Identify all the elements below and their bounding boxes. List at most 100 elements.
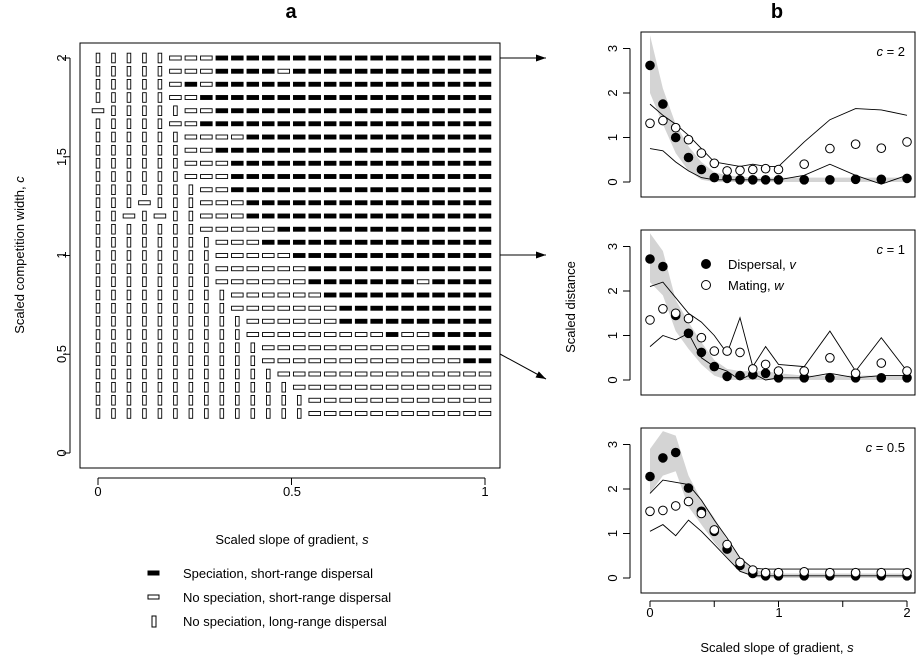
cell-no-speciation-short [339,345,352,351]
cell-speciation-short [478,305,492,311]
cell-long-range [173,250,178,261]
cell-speciation-short [463,81,476,87]
panel-a-y-tick-3: 1.5 [54,148,69,166]
cell-no-speciation-short [370,345,383,351]
cell-no-speciation-short [323,384,337,390]
cell-long-range [219,302,225,314]
cell-long-range [188,316,194,327]
cell-speciation-short [463,253,476,258]
cell-speciation-short [292,226,306,232]
mating-point [760,359,771,370]
cell-long-range [219,329,225,340]
cell-long-range [111,237,116,248]
cell-speciation-short [401,108,414,114]
cell-speciation-short [416,213,430,219]
cell-long-range [173,144,178,156]
cell-no-speciation-short [308,318,321,324]
cell-long-range [235,342,240,353]
subpanel-top-frame [640,31,916,198]
cell-speciation-short [323,108,337,114]
dispersal-point [683,152,694,163]
cell-speciation-short [370,200,383,206]
cell-speciation-short [323,239,337,245]
cell-no-speciation-short [447,384,461,390]
cell-long-range [188,329,194,340]
panel-b-x-axis-label: Scaled slope of gradient, s [700,640,854,655]
cell-speciation-short [354,68,368,74]
cell-speciation-short [292,121,306,127]
cell-long-range [126,355,132,367]
cell-long-range [142,79,147,90]
cell-speciation-short [184,81,198,87]
cell-speciation-short [432,187,445,193]
cell-no-speciation-short [200,226,213,232]
cell-no-speciation-short [292,318,306,324]
cell-speciation-short [447,160,461,166]
cell-speciation-short [339,68,352,74]
cell-no-speciation-short [385,358,399,364]
cell-long-range [235,381,240,393]
cell-speciation-short [277,226,291,232]
cell-long-range [95,237,101,248]
cell-long-range [173,316,178,327]
cell-no-speciation-short [416,345,430,351]
dispersal-point [760,368,771,379]
cell-no-speciation-short [323,397,337,403]
legend-label-dispersal: Dispersal, v [728,257,797,272]
cell-speciation-short [308,279,321,285]
mating-point [850,139,861,149]
cell-speciation-short [370,292,383,298]
mating-point [799,366,810,376]
cell-speciation-short [308,160,321,166]
cell-no-speciation-short [122,213,136,219]
cell-speciation-short [292,134,306,140]
cell-speciation-short [401,266,414,272]
cell-long-range [173,381,178,393]
cell-speciation-short [277,121,291,127]
cell-no-speciation-short [277,305,291,311]
cell-no-speciation-short [246,279,260,285]
cell-no-speciation-short [246,332,260,337]
cell-no-speciation-short [323,332,337,337]
cell-speciation-short [478,187,492,193]
cell-long-range [250,355,256,367]
cell-long-range [95,210,101,222]
cell-speciation-short [447,121,461,127]
mating-point [876,143,887,153]
subpanel-middle-frame [640,229,916,396]
cell-speciation-short [401,318,414,324]
subpanel-middle-line-lower [649,332,907,381]
subpanel-bottom-frame [640,427,916,594]
subpanel-top-y-tick-label: 1 [605,134,620,141]
cell-no-speciation-short [416,371,430,377]
cell-long-range [235,316,240,327]
cell-long-range [95,342,101,353]
cell-no-speciation-short [184,160,198,166]
legend-label-nospeciation-long: No speciation, long-range dispersal [183,614,387,629]
cell-long-range [235,395,240,406]
cell-speciation-short [447,292,461,298]
cell-long-range [204,329,209,340]
cell-speciation-short [385,279,399,285]
mating-point [876,567,887,578]
cell-no-speciation-short [478,411,492,416]
cell-long-range [188,250,194,261]
cell-speciation-short [370,239,383,245]
cell-speciation-short [447,68,461,74]
cell-long-range [188,395,194,406]
cell-long-range [250,342,256,353]
cell-no-speciation-short [246,318,260,324]
cell-speciation-short [432,81,445,87]
cell-speciation-short [463,318,476,324]
cell-long-range [126,342,132,353]
cell-speciation-short [308,134,321,140]
cell-no-speciation-short [432,411,445,416]
cell-speciation-short [401,134,414,140]
cell-long-range [204,289,209,301]
cell-long-range [157,408,163,419]
subpanel-middle-annotation: c = 1 [876,242,905,257]
cell-no-speciation-short [246,266,260,272]
cell-speciation-short [370,266,383,272]
legend-label-nospeciation-short: No speciation, short-range dispersal [183,590,391,605]
cell-speciation-short [262,187,275,193]
